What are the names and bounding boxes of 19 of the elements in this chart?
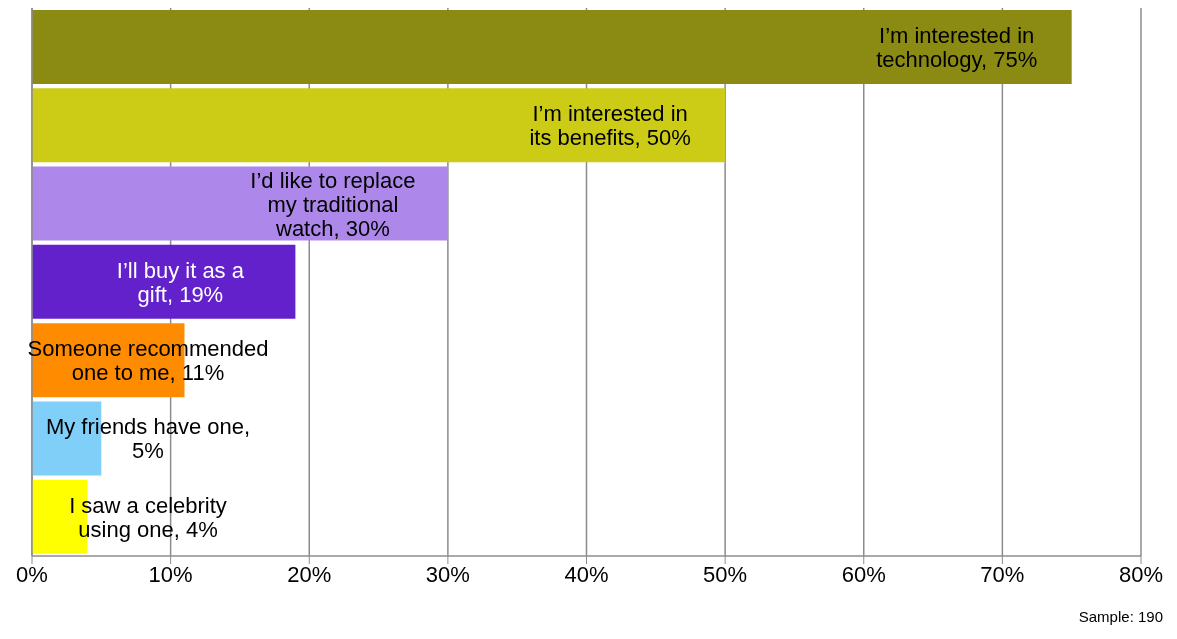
x-tick-label: 20% — [287, 561, 332, 587]
bar — [32, 10, 1072, 84]
x-tick-label: 30% — [425, 561, 470, 587]
x-tick-label: 50% — [703, 561, 748, 587]
bar — [32, 244, 296, 319]
data-label: My friends have one, 5% — [45, 414, 251, 464]
x-tick-label: 70% — [980, 561, 1025, 587]
data-label: I’d like to replace my traditional watch, 30% — [250, 167, 416, 241]
x-tick-label: 0% — [16, 561, 48, 587]
x-tick-label: 80% — [1118, 561, 1164, 587]
bar — [32, 88, 726, 163]
data-label: I’ll buy it as a gift, 19% — [116, 257, 245, 307]
text: Sample: 190 — [1077, 608, 1164, 625]
data-label: I’m interested in technology, 75% — [876, 23, 1038, 72]
x-tick-label: 10% — [148, 561, 193, 587]
bar — [32, 166, 448, 241]
data-label: I’m interested in its benefits, 50% — [529, 101, 691, 151]
x-tick-label: 40% — [564, 561, 609, 587]
x-tick-label: 60% — [841, 561, 886, 587]
